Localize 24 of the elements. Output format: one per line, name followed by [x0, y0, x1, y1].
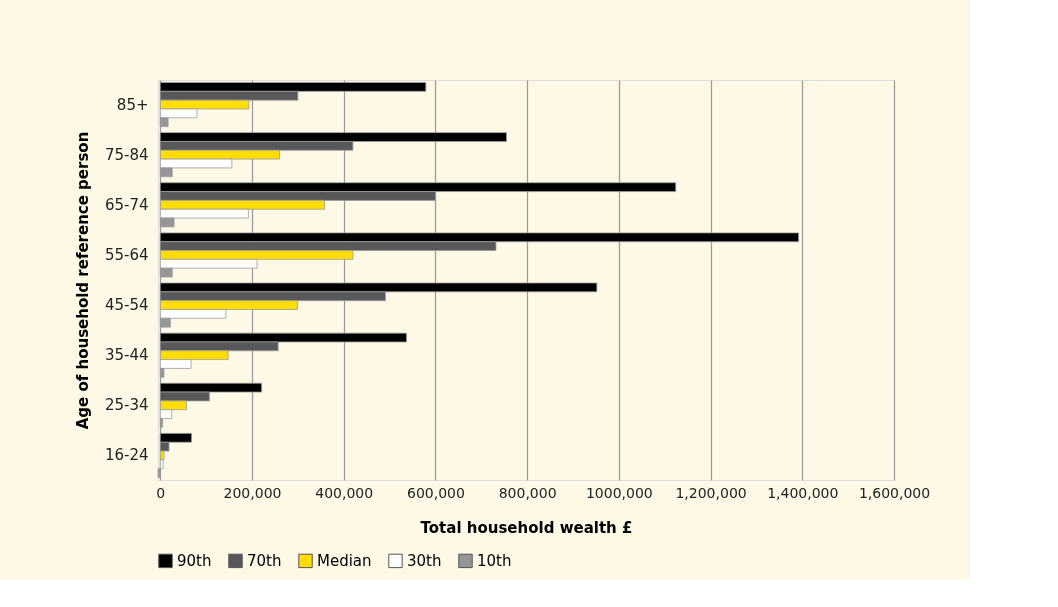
y-tick-label: 35-44	[104, 346, 149, 365]
legend-label: 10th	[477, 551, 512, 570]
x-tick-label: 1,600,000	[858, 484, 931, 501]
y-axis-title: Age of household reference person	[73, 131, 92, 430]
x-tick-label: 600,000	[406, 484, 465, 501]
y-tick-label: 25-34	[104, 396, 149, 415]
legend-label: 30th	[407, 551, 442, 570]
legend-label: 90th	[177, 551, 212, 570]
y-tick-label: 75-84	[104, 145, 149, 164]
x-tick-label: 1,400,000	[767, 484, 839, 501]
x-tick-label: 800,000	[498, 484, 557, 501]
y-tick-label: 45-54	[104, 296, 149, 315]
x-tick-label: 400,000	[315, 484, 374, 501]
y-tick-label: 85+	[116, 95, 149, 114]
y-tick-label: 65-74	[104, 195, 149, 214]
y-tick-label: 16-24	[104, 446, 149, 465]
legend-label: Median	[317, 551, 372, 570]
x-tick-label: 200,000	[223, 484, 282, 501]
x-tick-label: 1000,000	[585, 484, 653, 501]
legend-label: 70th	[247, 551, 282, 570]
x-tick-label: 0	[156, 484, 166, 501]
y-tick-label: 55-64	[104, 245, 149, 264]
x-axis-title: Total household wealth £	[420, 518, 633, 537]
x-tick-label: 1,200,000	[675, 484, 747, 501]
